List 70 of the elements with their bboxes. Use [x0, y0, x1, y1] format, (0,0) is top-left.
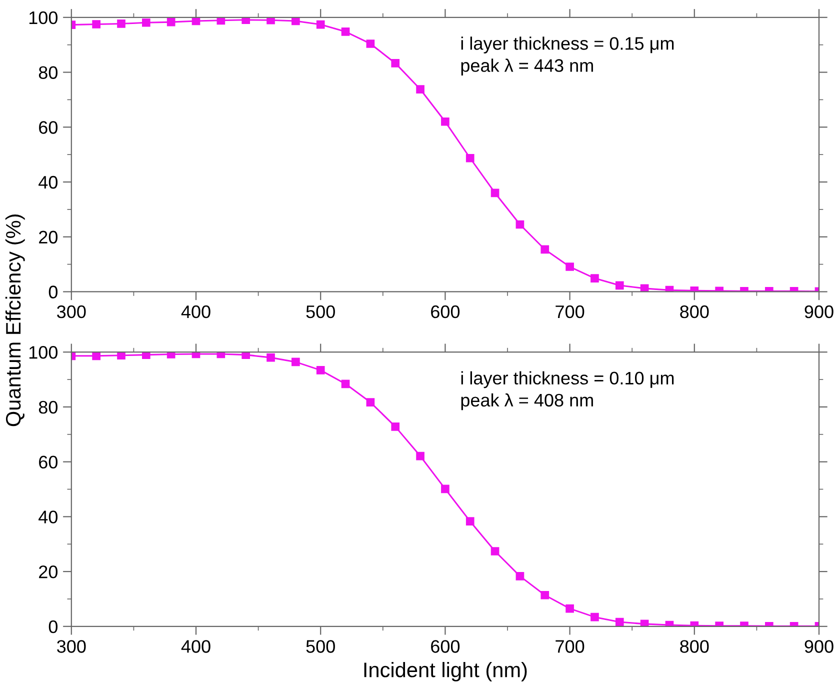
x-tick-label: 900 — [804, 305, 834, 318]
point — [117, 20, 126, 28]
x-tick-label: 400 — [181, 305, 210, 318]
y-tick-label: 80 — [38, 400, 58, 414]
x-tick-label: 700 — [556, 640, 584, 653]
point — [540, 590, 550, 600]
x-tick-label: 400 — [181, 640, 210, 653]
point — [590, 612, 599, 622]
point — [92, 20, 100, 28]
point — [441, 484, 450, 494]
x-tick-label: 700 — [556, 305, 584, 318]
x-tick-label: 800 — [680, 640, 709, 653]
y-tick-label: 60 — [39, 121, 58, 134]
point — [166, 352, 176, 358]
point — [341, 380, 350, 388]
point — [142, 18, 150, 27]
x-tick-label: 900 — [804, 640, 834, 653]
y-tick-label: 40 — [38, 176, 58, 189]
point — [615, 281, 624, 290]
point — [441, 117, 450, 126]
point — [292, 358, 300, 366]
point — [166, 18, 176, 26]
point — [615, 618, 624, 626]
y-tick-label: 100 — [29, 346, 58, 359]
point — [391, 59, 400, 68]
y-tick-label: 80 — [38, 66, 58, 79]
point — [466, 517, 474, 526]
point — [117, 352, 126, 360]
point — [516, 220, 524, 229]
point — [266, 353, 275, 362]
annotation: i layer thickness = 0.10 μm peak λ = 408 nm — [461, 371, 674, 410]
point — [516, 572, 524, 580]
y-axis-title: Quantum Effciency (%) — [5, 214, 25, 426]
annotation: i layer thickness = 0.15 μm peak λ = 443 nm — [461, 36, 674, 76]
point — [366, 40, 375, 48]
point — [292, 17, 300, 26]
point — [366, 398, 375, 406]
point — [316, 20, 325, 29]
point — [466, 154, 474, 162]
point — [566, 262, 574, 271]
x-tick-label: 600 — [431, 305, 460, 318]
point — [242, 17, 250, 24]
y-tick-label: 0 — [48, 620, 58, 634]
point — [590, 274, 599, 282]
y-tick-label: 20 — [39, 565, 58, 578]
point — [316, 366, 325, 374]
x-tick-label: 600 — [431, 640, 460, 653]
point — [266, 17, 275, 24]
point — [341, 28, 350, 36]
x-tick-label: 800 — [680, 305, 709, 318]
point — [566, 604, 574, 613]
point — [490, 188, 500, 198]
y-tick-label: 0 — [48, 286, 58, 298]
y-tick-label: 60 — [39, 456, 58, 469]
point — [416, 452, 424, 460]
point — [92, 352, 100, 360]
x-tick-label: 500 — [306, 305, 335, 318]
y-tick-label: 20 — [39, 230, 58, 244]
point — [416, 85, 424, 94]
x-axis-title: Incident light (nm) — [364, 662, 527, 682]
y-tick-label: 100 — [29, 11, 58, 24]
point — [490, 547, 500, 556]
x-tick-label: 500 — [306, 640, 335, 653]
y-tick-label: 40 — [38, 510, 58, 524]
point — [391, 422, 400, 431]
x-tick-label: 300 — [57, 640, 86, 653]
x-tick-label: 300 — [57, 305, 86, 318]
point — [242, 352, 250, 359]
point — [142, 352, 150, 359]
point — [540, 245, 550, 254]
